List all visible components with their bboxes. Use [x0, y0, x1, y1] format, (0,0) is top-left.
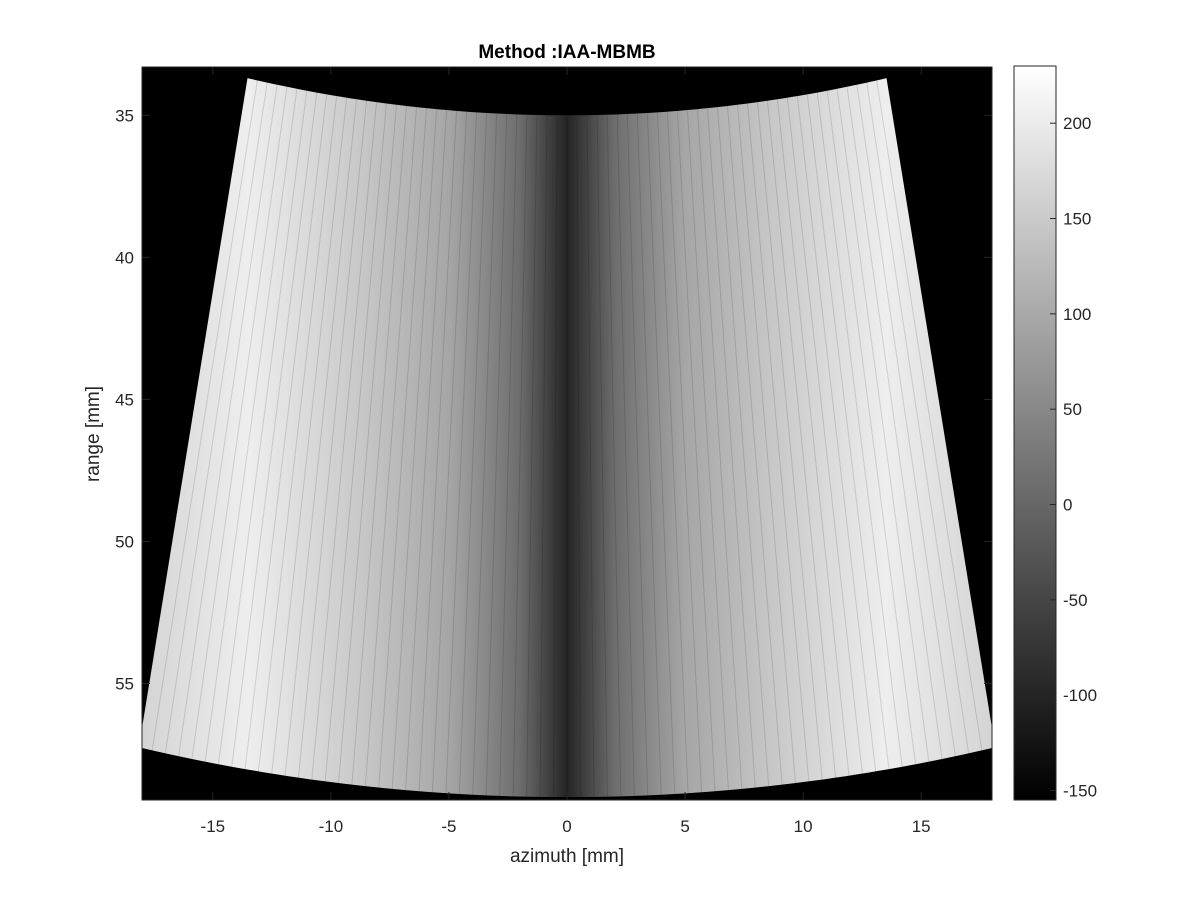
colorbar-gradient — [1014, 66, 1056, 800]
colorbar-ticks: 200 150 100 50 0 -50 -100 -150 — [1050, 114, 1097, 800]
plot-area — [139, 67, 995, 800]
y-tick-label: 50 — [115, 532, 134, 551]
x-axis-label: azimuth [mm] — [510, 846, 624, 867]
x-tick-label: 10 — [794, 817, 813, 836]
y-tick-label: 55 — [115, 675, 134, 694]
colorbar-tick-label: 150 — [1063, 210, 1091, 229]
y-tick-label: 40 — [115, 248, 134, 267]
chart-title: Method :IAA-MBMB — [478, 42, 655, 63]
colorbar-tick-label: -150 — [1063, 781, 1097, 800]
colorbar-tick-label: -50 — [1063, 591, 1088, 610]
x-tick-label: 15 — [912, 817, 931, 836]
colorbar-tick-label: 100 — [1063, 305, 1091, 324]
x-tick-label: 5 — [680, 817, 689, 836]
x-tick-label: 0 — [562, 817, 571, 836]
colorbar: 200 150 100 50 0 -50 -100 -150 — [1014, 66, 1097, 800]
y-axis-label: range [mm] — [83, 386, 104, 482]
x-tick-label: -15 — [201, 817, 226, 836]
x-tick-label: -10 — [319, 817, 344, 836]
y-tick-label: 45 — [115, 390, 134, 409]
colorbar-tick-label: 0 — [1063, 495, 1072, 514]
colorbar-tick-label: 200 — [1063, 114, 1091, 133]
y-tick-label: 35 — [115, 106, 134, 125]
colorbar-tick-label: 50 — [1063, 400, 1082, 419]
x-tick-label: -5 — [441, 817, 456, 836]
colorbar-tick-label: -100 — [1063, 686, 1097, 705]
